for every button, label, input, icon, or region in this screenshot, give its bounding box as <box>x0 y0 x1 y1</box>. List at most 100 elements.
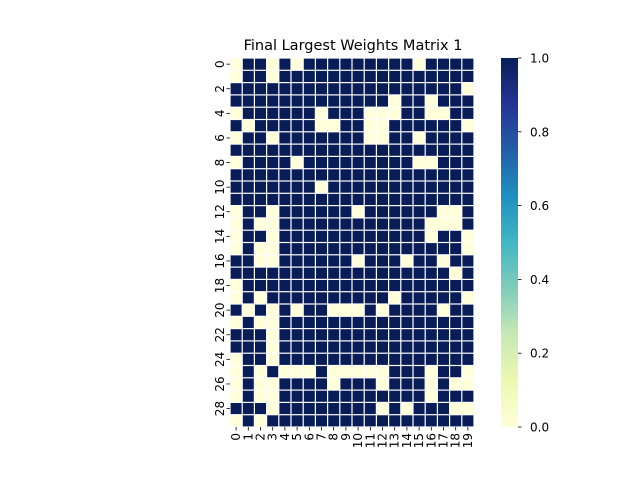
heatmap-cell <box>364 120 376 132</box>
heatmap-cell <box>425 95 437 107</box>
heatmap-cell <box>450 403 462 415</box>
heatmap-cell <box>438 415 449 427</box>
heatmap-cell <box>450 292 462 304</box>
heatmap-cell <box>316 378 327 390</box>
heatmap-cell <box>230 329 242 341</box>
heatmap-cell <box>438 181 449 193</box>
heatmap-cell <box>389 218 401 230</box>
heatmap-cell <box>303 341 315 353</box>
heatmap-cell <box>462 58 474 70</box>
heatmap-cell <box>255 292 266 304</box>
heatmap-cell <box>279 378 291 390</box>
heatmap-cell <box>316 193 327 205</box>
heatmap-cell <box>255 243 266 255</box>
heatmap-cell <box>242 329 254 341</box>
heatmap-cell <box>413 280 425 292</box>
x-tick-label: 14 <box>400 433 414 448</box>
y-tick-label: 16 <box>213 253 227 268</box>
heatmap-cell <box>401 304 413 316</box>
heatmap-cell <box>425 181 437 193</box>
heatmap-cell <box>425 255 437 267</box>
heatmap-cell <box>450 58 462 70</box>
heatmap-cell <box>462 70 474 82</box>
heatmap-cell <box>303 95 315 107</box>
heatmap-cell <box>364 403 376 415</box>
heatmap-cell <box>462 390 474 402</box>
heatmap-cell <box>352 316 364 328</box>
colorbar-tick-label: 0.0 <box>530 421 549 435</box>
heatmap-cell <box>303 218 315 230</box>
heatmap-cell <box>279 267 291 279</box>
heatmap-cell <box>279 243 291 255</box>
heatmap-cell <box>242 95 254 107</box>
heatmap-cell <box>352 230 364 242</box>
heatmap-cell <box>438 70 449 82</box>
heatmap-cell <box>352 292 364 304</box>
heatmap-cell <box>352 304 364 316</box>
heatmap-cell <box>377 95 388 107</box>
heatmap-cell <box>279 304 291 316</box>
heatmap-cell <box>389 95 401 107</box>
heatmap-cell <box>352 169 364 181</box>
heatmap-cell <box>352 157 364 169</box>
heatmap-cell <box>230 267 242 279</box>
heatmap-cell <box>242 120 254 132</box>
heatmap-cell <box>401 341 413 353</box>
heatmap-cell <box>364 218 376 230</box>
heatmap-cell <box>316 403 327 415</box>
heatmap-cell <box>303 58 315 70</box>
heatmap-cell <box>438 193 449 205</box>
heatmap-cell <box>401 255 413 267</box>
heatmap-cell <box>340 132 352 144</box>
heatmap-cell <box>267 58 279 70</box>
heatmap-cell <box>413 378 425 390</box>
heatmap-cell <box>364 390 376 402</box>
heatmap-cell <box>267 292 279 304</box>
heatmap-cell <box>352 120 364 132</box>
heatmap-cell <box>413 316 425 328</box>
colorbar-tick-label: 0.4 <box>530 273 549 287</box>
heatmap-cell <box>328 70 340 82</box>
heatmap-cell <box>413 169 425 181</box>
heatmap-cell <box>450 181 462 193</box>
heatmap-cell <box>328 58 340 70</box>
heatmap-cell <box>364 304 376 316</box>
heatmap-cell <box>462 230 474 242</box>
heatmap-cell <box>450 255 462 267</box>
heatmap-cell <box>340 120 352 132</box>
heatmap-cell <box>389 415 401 427</box>
heatmap-cell <box>450 169 462 181</box>
heatmap-cell <box>364 378 376 390</box>
heatmap-cell <box>450 83 462 95</box>
heatmap-cell <box>352 58 364 70</box>
heatmap-cell <box>352 255 364 267</box>
heatmap-cell <box>303 378 315 390</box>
heatmap-cell <box>425 292 437 304</box>
heatmap-cell <box>267 366 279 378</box>
heatmap-cell <box>450 157 462 169</box>
heatmap-cell <box>462 120 474 132</box>
heatmap-cell <box>462 95 474 107</box>
heatmap-cell <box>389 206 401 218</box>
heatmap-cell <box>242 280 254 292</box>
heatmap-cell <box>291 83 303 95</box>
heatmap-cell <box>340 329 352 341</box>
heatmap-cell <box>230 83 242 95</box>
heatmap-cell <box>462 280 474 292</box>
heatmap-cell <box>255 280 266 292</box>
heatmap-cell <box>291 280 303 292</box>
heatmap-cell <box>328 316 340 328</box>
heatmap-cell <box>279 280 291 292</box>
heatmap-cell <box>303 120 315 132</box>
heatmap-cell <box>303 415 315 427</box>
heatmap-cell <box>279 255 291 267</box>
heatmap-cell <box>389 390 401 402</box>
heatmap-cell <box>340 95 352 107</box>
heatmap-cell <box>352 341 364 353</box>
heatmap-cell <box>303 267 315 279</box>
heatmap-cell <box>303 132 315 144</box>
heatmap-cell <box>291 304 303 316</box>
heatmap-cell <box>389 366 401 378</box>
heatmap-cell <box>425 193 437 205</box>
heatmap-cell <box>340 316 352 328</box>
